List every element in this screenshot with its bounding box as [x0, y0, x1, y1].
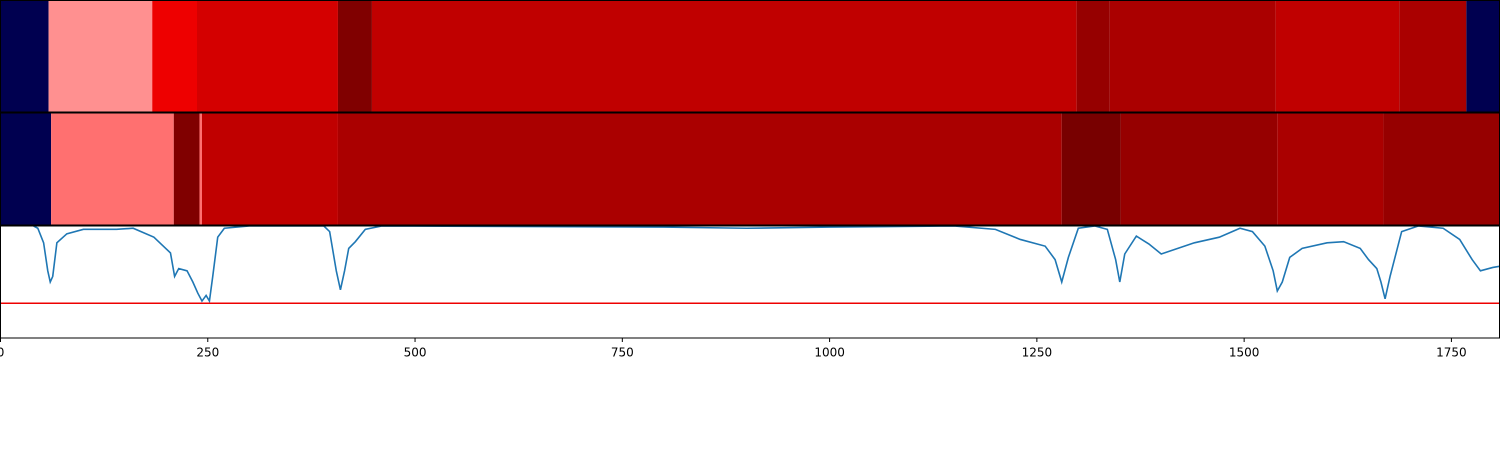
segment [152, 0, 197, 112]
x-tick-label: 500 [404, 346, 427, 360]
x-tick-label: 1500 [1229, 346, 1260, 360]
segment [196, 0, 338, 112]
segment [0, 113, 52, 225]
x-tick-label: 250 [196, 346, 219, 360]
segment [337, 113, 1062, 225]
segment [1120, 113, 1278, 225]
plot-area [33, 226, 1500, 304]
segment [1109, 0, 1276, 112]
segment [371, 0, 1077, 112]
segment [1275, 0, 1400, 112]
x-tick-label: 1750 [1436, 346, 1467, 360]
segment [51, 113, 174, 225]
segment [1383, 113, 1500, 225]
segment [1399, 0, 1467, 112]
segment [201, 113, 338, 225]
segment [1466, 0, 1500, 112]
line [33, 226, 1500, 304]
segment [337, 0, 372, 112]
x-tick-label: 1250 [1022, 346, 1053, 360]
segment [1277, 113, 1384, 225]
segment [48, 0, 153, 112]
segment [1076, 0, 1110, 112]
x-tick-label: 1000 [814, 346, 845, 360]
x-tick-label: 0 [0, 346, 4, 360]
segment [199, 113, 202, 225]
segment [173, 113, 200, 225]
segment [0, 0, 49, 112]
segment [1061, 113, 1121, 225]
x-tick-label: 750 [611, 346, 634, 360]
